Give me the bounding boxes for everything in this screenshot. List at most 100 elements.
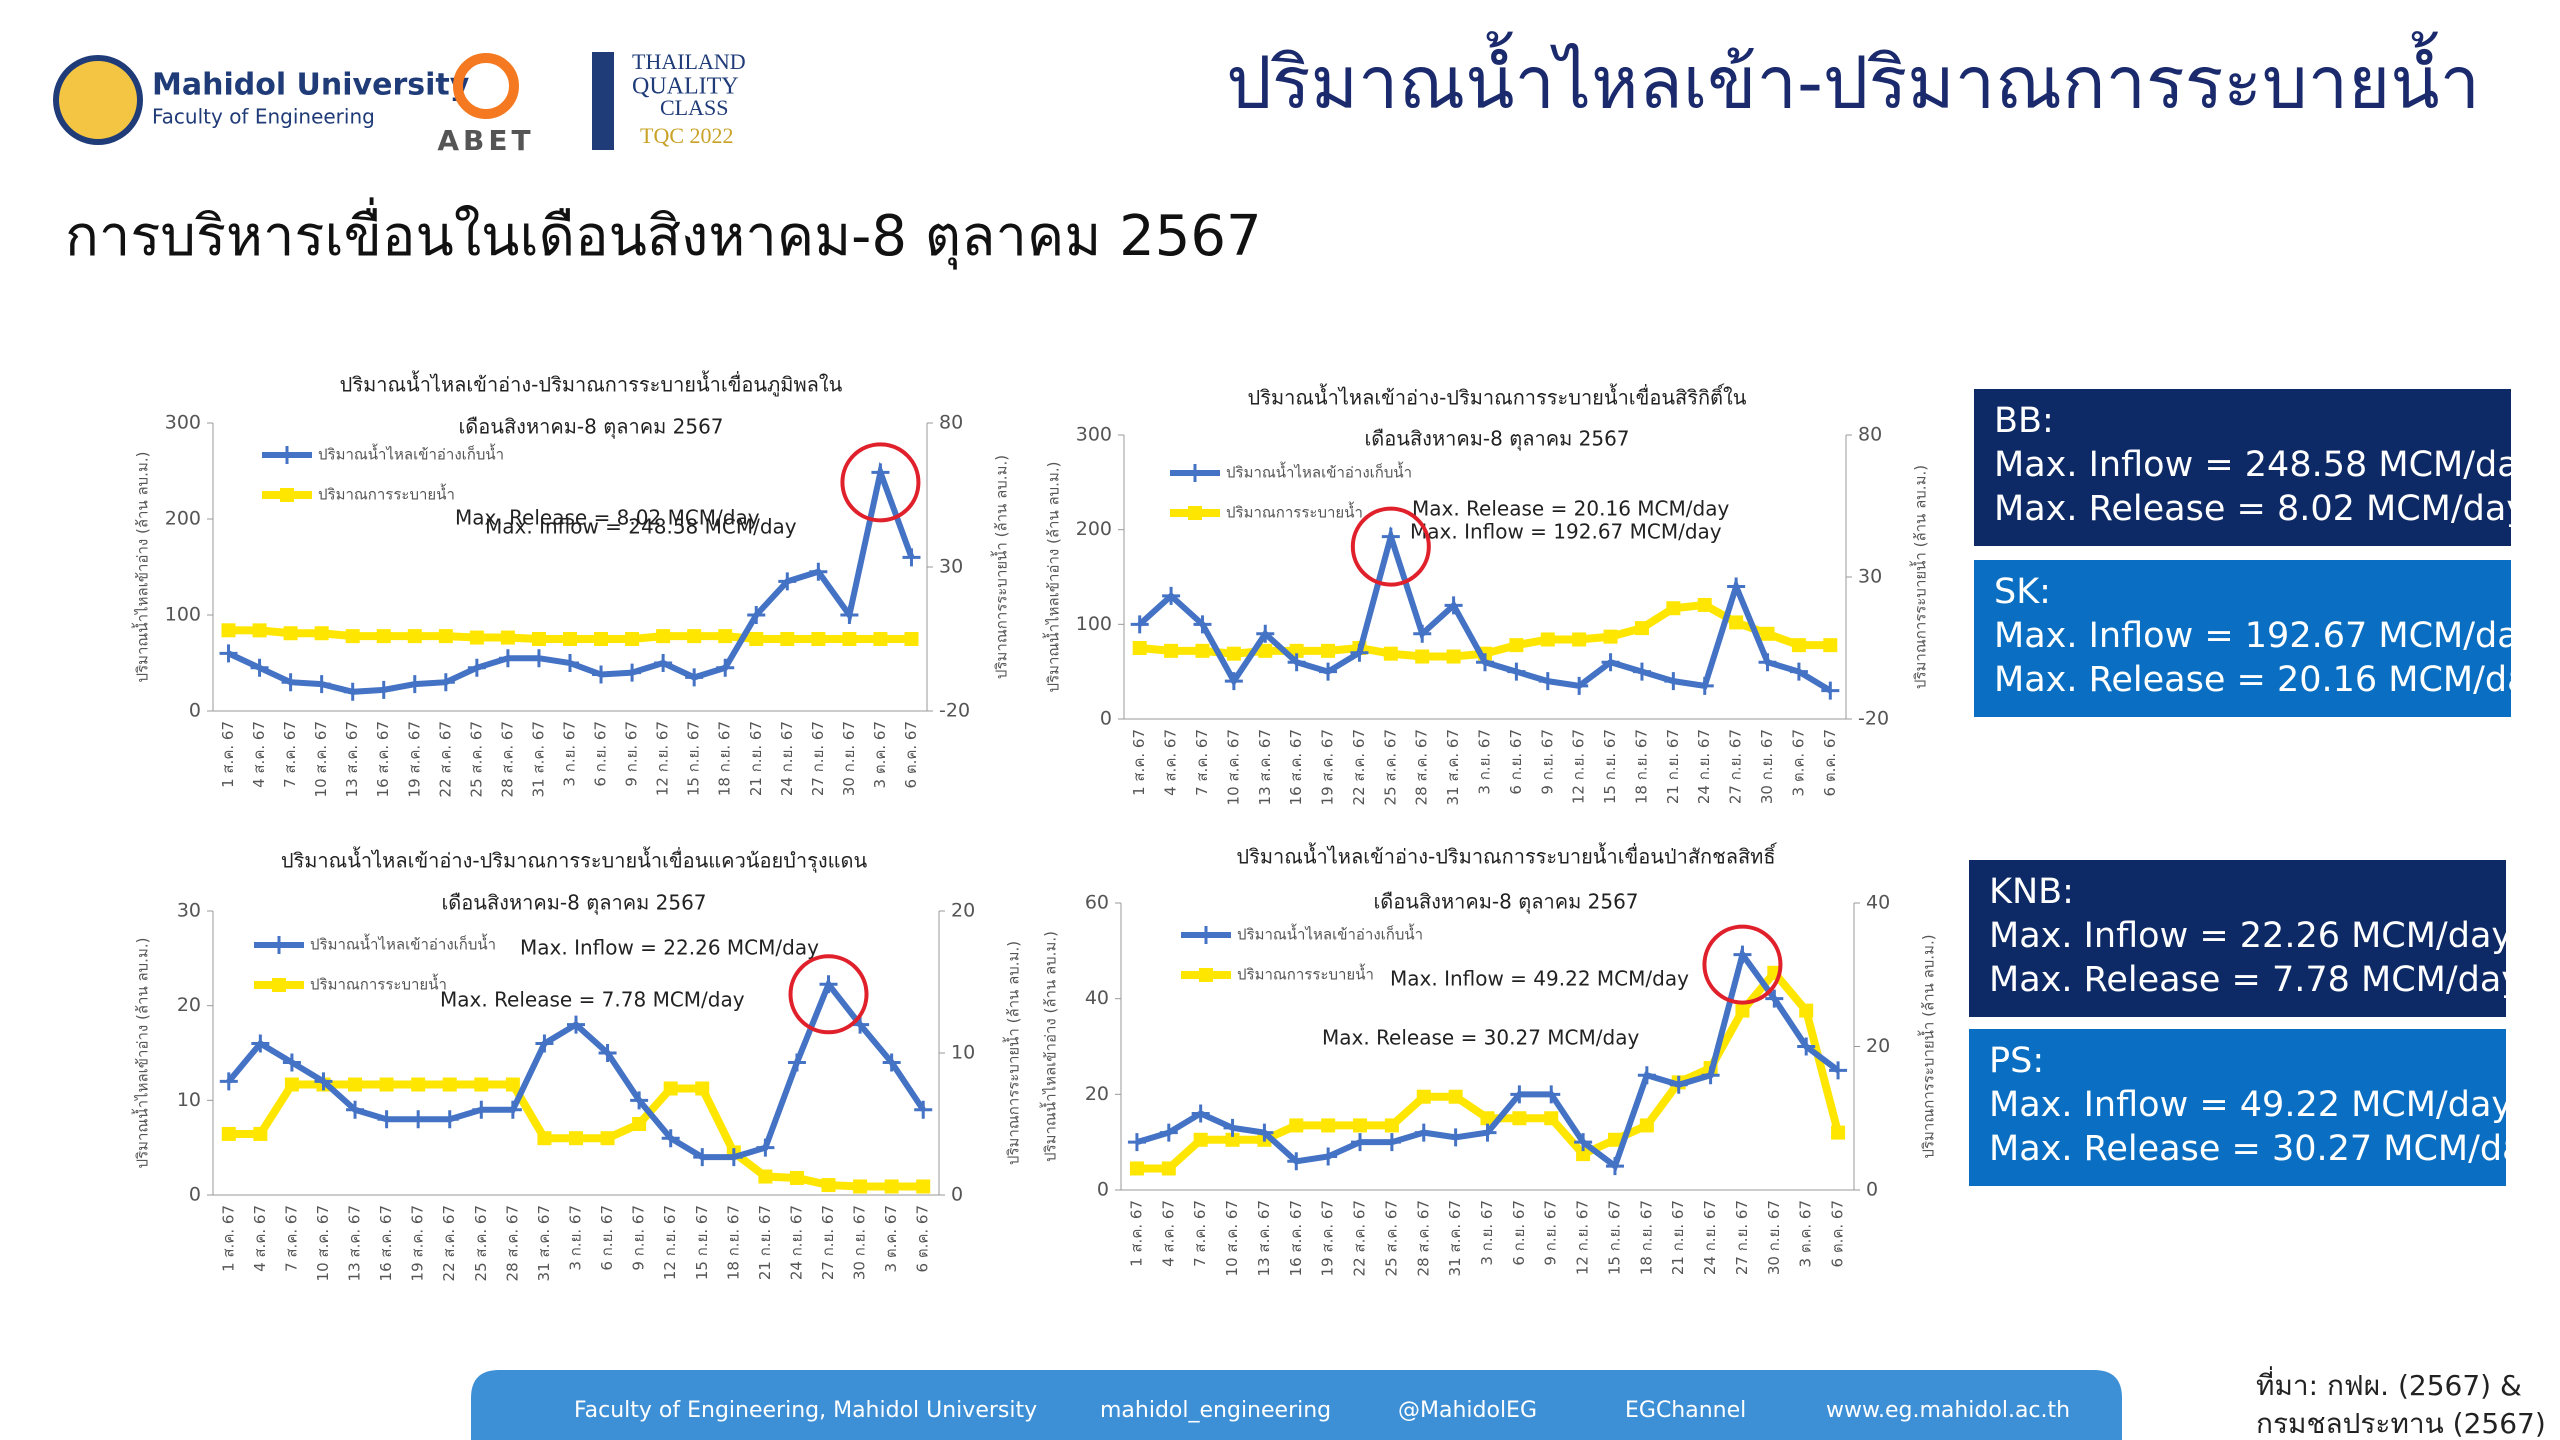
x-tick-label: 7 ส.ค. 67 [282, 1205, 300, 1272]
inflow-marker [561, 654, 579, 672]
release-marker [438, 629, 453, 644]
mu-logo [53, 55, 143, 145]
release-marker [252, 623, 267, 638]
release-marker [1384, 1118, 1399, 1133]
x-tick-label: 19 ส.ค. 67 [405, 721, 423, 797]
x-tick-label: 21 ก.ย. 67 [1664, 729, 1682, 804]
inflow-marker [1130, 615, 1149, 634]
inflow-marker [1701, 1066, 1720, 1085]
abet-logo [453, 53, 519, 119]
info-text: Max. Inflow = 22.26 MCM/day [1989, 916, 2512, 956]
university: Mahidol University [152, 68, 470, 103]
y-axis-label: ปริมาณน้ำไหลเข้าอ่าง (ล้าน ลบ.ม.) [132, 452, 152, 683]
x-tick-label: 15 ก.ย. 67 [1605, 1200, 1623, 1275]
inflow-marker [1223, 1118, 1242, 1137]
chart-subtitle: เดือนสิงหาคม-8 ตุลาคม 2567 [1364, 427, 1629, 452]
release-marker [345, 629, 360, 644]
legend-swatch [270, 936, 288, 954]
slide-title: ปริมาณน้ำไหลเข้า-ปริมาณการระบายน้ำ [1226, 31, 2480, 125]
inflow-marker [1255, 1123, 1274, 1142]
inflow-marker [1159, 1123, 1178, 1142]
inflow-marker [819, 975, 838, 994]
y-tick-label: 100 [1076, 613, 1112, 635]
inflow-marker [440, 1110, 459, 1129]
x-tick-label: 27 ก.ย. 67 [1727, 729, 1745, 804]
release-marker [569, 1131, 583, 1146]
y-tick-label: 300 [165, 412, 201, 434]
x-tick-label: 21 ก.ย. 67 [756, 1205, 774, 1280]
annotation: Max. Inflow = 22.26 MCM/day [520, 936, 819, 960]
info-box [1974, 389, 2511, 546]
y-tick-label: 200 [165, 508, 201, 530]
info-text: Max. Release = 30.27 MCM/day [1989, 1129, 2544, 1169]
x-tick-label: 9 ก.ย. 67 [1538, 729, 1556, 795]
release-marker [1129, 1161, 1144, 1176]
x-tick-label: 30 ก.ย. 67 [851, 1205, 869, 1280]
annotation: Max. Release = 7.78 MCM/day [440, 988, 745, 1012]
release-marker [1226, 646, 1241, 661]
chart-subtitle: เดือนสิงหาคม-8 ตุลาคม 2567 [441, 891, 706, 916]
inflow-marker [1193, 615, 1212, 634]
inflow-marker [377, 1110, 396, 1129]
annotation: Max. Inflow = 192.67 MCM/day [1410, 520, 1722, 544]
annotation: Max. Release = 8.02 MCM/day [455, 506, 760, 530]
inflow-marker [1319, 662, 1338, 681]
legend-swatch [1199, 968, 1213, 982]
x-tick-label: 6 ต.ค. 67 [1821, 729, 1839, 796]
inflow-marker [1727, 577, 1746, 596]
x-tick-label: 16 ส.ค. 67 [1287, 729, 1305, 805]
y2-axis-label: ปริมาณการระบายน้ำ (ล้าน ลบ.ม.) [1003, 941, 1023, 1165]
y-tick-label: 0 [1100, 708, 1112, 730]
release-marker [505, 1077, 520, 1092]
faculty: Faculty of Engineering [152, 105, 375, 129]
inflow-marker [1538, 672, 1557, 691]
chart-title: ปริมาณน้ำไหลเข้าอ่าง-ปริมาณการระบายน้ำเข… [1248, 383, 1747, 410]
release-marker [1289, 643, 1304, 658]
x-tick-label: 18 ก.ย. 67 [716, 721, 734, 796]
x-tick-label: 7 ส.ค. 67 [1193, 729, 1211, 796]
info-text: KNB: [1989, 872, 2074, 912]
inflow-marker [405, 675, 424, 694]
inflow-marker [1287, 1152, 1306, 1171]
legend-label: ปริมาณการระบายน้ำ [310, 974, 447, 994]
release-marker [1729, 615, 1744, 630]
x-tick-label: 6 ก.ย. 67 [1507, 729, 1525, 795]
release-marker [600, 1131, 615, 1146]
x-tick-label: 22 ส.ค. 67 [1350, 729, 1368, 805]
release-marker [789, 1170, 804, 1185]
release-marker [469, 630, 484, 645]
x-tick-label: 13 ส.ค. 67 [1256, 729, 1274, 805]
release-marker [663, 1081, 678, 1096]
release-marker [625, 632, 640, 646]
inflow-marker [1507, 662, 1526, 681]
release-marker [531, 632, 546, 646]
legend-swatch [1197, 926, 1215, 944]
legend-label: ปริมาณการระบายน้ำ [318, 484, 455, 504]
inflow-marker [1605, 1157, 1624, 1176]
inflow-marker [312, 675, 331, 694]
inflow-marker [1319, 1147, 1338, 1166]
x-tick-label: 12 ก.ย. 67 [1570, 729, 1588, 804]
release-marker [842, 632, 857, 646]
x-tick-label: 10 ส.ค. 67 [314, 1205, 332, 1281]
release-marker [749, 632, 764, 646]
info-text: Max. Inflow = 192.67 MCM/day [1994, 616, 2539, 656]
info-box [1969, 860, 2506, 1017]
x-tick-label: 15 ก.ย. 67 [1601, 729, 1619, 804]
release-marker [687, 629, 702, 644]
release-marker [314, 626, 329, 641]
x-tick-label: 1 ส.ค. 67 [219, 721, 237, 788]
x-tick-label: 22 ส.ค. 67 [1351, 1200, 1369, 1276]
chart-subtitle: เดือนสิงหาคม-8 ตุลาคม 2567 [1373, 890, 1638, 915]
inflow-marker [654, 654, 673, 672]
x-tick-label: 28 ส.ค. 67 [1413, 729, 1431, 805]
x-tick-label: 9 ก.ย. 67 [630, 1205, 648, 1271]
y2-tick-label: 80 [939, 412, 963, 434]
y-tick-label: 20 [177, 994, 201, 1016]
inflow-marker [1632, 662, 1651, 681]
x-tick-label: 3 ต.ค. 67 [871, 721, 889, 788]
footer-bar [471, 1370, 2122, 1440]
inflow-marker [1224, 672, 1243, 691]
release-marker [1634, 621, 1649, 636]
